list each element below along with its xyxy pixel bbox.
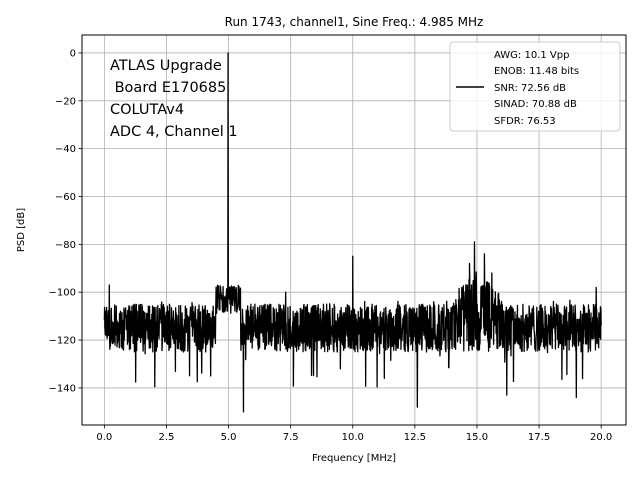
- x-tick-label: 17.5: [528, 432, 550, 443]
- legend-entry-sfdr: SFDR: 76.53: [494, 116, 556, 127]
- legend-box: [449, 41, 621, 132]
- x-tick-label: 2.5: [159, 432, 175, 443]
- annotation-block: ATLAS Upgrade Board E170685 COLUTAv4 ADC…: [110, 58, 238, 140]
- y-tick-label: −100: [49, 288, 76, 299]
- x-tick-label: 15.0: [466, 432, 488, 443]
- legend-entry-sinad: SINAD: 70.88 dB: [494, 99, 577, 110]
- chart-title: Run 1743, channel1, Sine Freq.: 4.985 MH…: [225, 15, 484, 29]
- annotation-line-2: Board E170685: [110, 80, 226, 96]
- x-tick-label: 0.0: [96, 432, 112, 443]
- annotation-line-1: ATLAS Upgrade: [110, 58, 222, 74]
- y-axis-ticks: 0 −20 −40 −60 −80 −100 −120 −140: [49, 48, 82, 394]
- y-tick-label: −140: [49, 383, 76, 394]
- y-tick-label: −40: [55, 144, 76, 155]
- y-tick-label: 0: [70, 48, 76, 59]
- psd-series: [103, 52, 602, 413]
- x-tick-label: 20.0: [590, 432, 612, 443]
- y-axis-label: PSD [dB]: [16, 208, 27, 252]
- psd-line: [103, 52, 602, 413]
- x-tick-label: 10.0: [342, 432, 364, 443]
- x-tick-label: 5.0: [221, 432, 237, 443]
- x-axis-label: Frequency [MHz]: [312, 453, 396, 464]
- annotation-line-4: ADC 4, Channel 1: [110, 124, 238, 140]
- legend-entry-awg: AWG: 10.1 Vpp: [494, 50, 569, 61]
- x-axis-ticks: 0.0 2.5 5.0 7.5 10.0 12.5 15.0 17.5 20.0: [96, 425, 612, 443]
- legend: AWG: 10.1 Vpp ENOB: 11.48 bits SNR: 72.5…: [449, 41, 621, 132]
- annotation-line-3: COLUTAv4: [110, 102, 184, 118]
- x-tick-label: 12.5: [404, 432, 426, 443]
- plot-frame: [81, 34, 627, 426]
- y-tick-label: −80: [55, 240, 76, 251]
- legend-entry-enob: ENOB: 11.48 bits: [494, 66, 579, 77]
- x-tick-label: 7.5: [283, 432, 299, 443]
- y-tick-label: −20: [55, 96, 76, 107]
- y-tick-label: −60: [55, 192, 76, 203]
- y-tick-label: −120: [49, 336, 76, 347]
- legend-entry-snr: SNR: 72.56 dB: [494, 83, 566, 94]
